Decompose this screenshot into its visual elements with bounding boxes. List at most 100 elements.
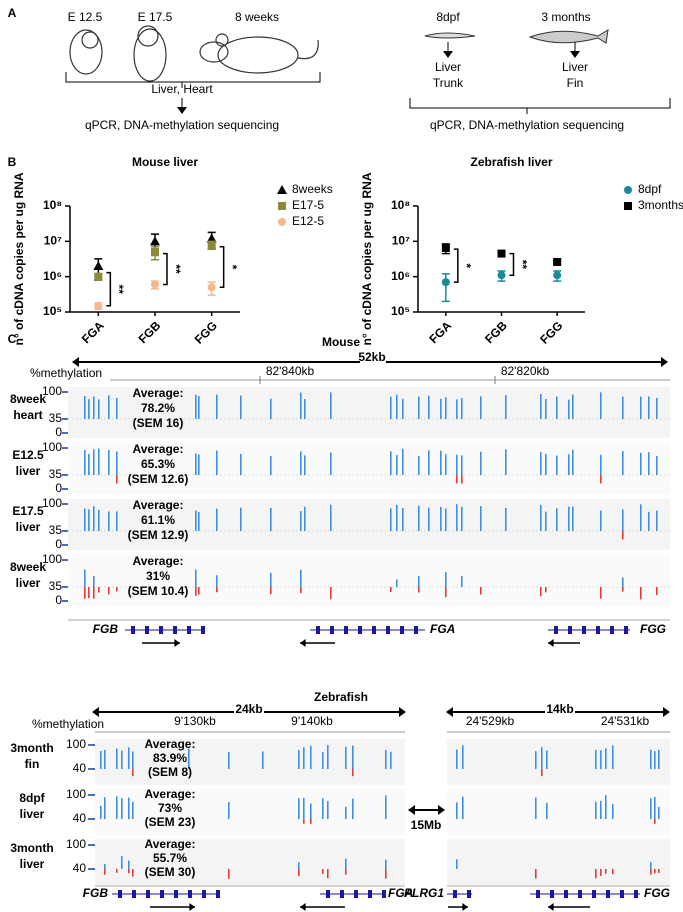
methylation-bar (121, 798, 123, 819)
methylation-bar (622, 451, 624, 475)
legend-marker (624, 202, 632, 210)
data-point (150, 236, 160, 246)
unmethylation-bar (108, 587, 110, 595)
average-label: 61.1% (141, 513, 175, 527)
methylation-bar (198, 511, 200, 531)
unmethylation-bar (418, 587, 420, 593)
exon (146, 890, 150, 898)
unmethylation-bar (595, 869, 597, 879)
methylation-bar (622, 396, 624, 419)
track-name: E17.5 (12, 504, 44, 518)
methylation-bar (461, 576, 463, 587)
track-unit: %methylation (32, 717, 104, 731)
significance-label: ** (169, 264, 183, 274)
methylation-bar (128, 860, 130, 869)
gene-label: PLRG1 (404, 886, 444, 900)
methylation-bar (440, 506, 442, 531)
methylation-bar (310, 745, 312, 769)
span-label-bg (360, 351, 386, 364)
methylation-bar (480, 451, 482, 475)
methylation-bar (540, 504, 542, 531)
methylation-bar (345, 806, 347, 819)
track-name: 3month (10, 841, 53, 855)
exon (620, 890, 624, 898)
methylation-bar (600, 510, 602, 531)
stage-label: 8 weeks (235, 10, 279, 24)
legend-label: 8dpf (638, 182, 662, 196)
tissue-label: Liver (435, 60, 461, 74)
methylation-bar (330, 392, 332, 419)
methylation-bar (445, 454, 447, 475)
track-name: fin (25, 757, 40, 771)
span-label-bg (234, 704, 264, 718)
exon (188, 890, 192, 898)
methylation-bar (108, 511, 110, 531)
methylation-bar (545, 453, 547, 475)
methylation-bar (545, 511, 547, 531)
larva-illustration (424, 32, 476, 39)
strand-arrow-head (462, 903, 468, 911)
scale-label: 100 (42, 384, 62, 398)
data-point (94, 301, 103, 310)
methylation-bar (108, 450, 110, 475)
pup-illustration (137, 25, 159, 47)
unmethylation-bar (654, 869, 656, 874)
y-tick-label: 10⁵ (43, 304, 62, 318)
track-name: 3month (10, 741, 53, 755)
unmethylation-bar (456, 475, 458, 484)
methylation-bar (505, 449, 507, 475)
unmethylation-bar (640, 587, 642, 600)
average-label: (SEM 10.4) (128, 584, 189, 598)
average-label: Average: (133, 386, 184, 400)
methylation-bar (304, 399, 306, 419)
gap-arrow-head (408, 805, 415, 815)
significance-bracket (219, 246, 225, 289)
x-tick-label: FGB (136, 318, 164, 346)
exon (536, 890, 540, 898)
track-bg (95, 789, 405, 835)
scale-label: 35 (49, 579, 63, 593)
average-label: Average: (145, 837, 196, 851)
methylation-bar (568, 399, 570, 419)
panel-label: A (8, 6, 17, 20)
methylation-bar (303, 797, 305, 819)
span-arrow-head (663, 707, 670, 717)
methylation-bar (445, 397, 447, 419)
section-title: Mouse (322, 335, 360, 349)
track-name: heart (13, 408, 42, 422)
methylation-bar (456, 802, 458, 819)
x-tick-label: FGG (192, 318, 220, 346)
scale-label: 0 (55, 481, 62, 495)
methylation-bar (605, 748, 607, 769)
unmethylation-bar (622, 531, 624, 540)
methylation-bar (303, 747, 305, 769)
unmethylation-bar (132, 769, 134, 777)
track-name: liver (20, 807, 45, 821)
exon (358, 626, 362, 634)
scale-label: 0 (55, 537, 62, 551)
methylation-bar (216, 575, 218, 587)
bracket (409, 98, 671, 114)
methylation-bar (93, 449, 95, 475)
unmethylation-bar (605, 869, 607, 874)
methylation-bar (545, 398, 547, 419)
track-name: liver (16, 576, 41, 590)
methylation-bar (540, 393, 542, 419)
methylation-bar (228, 752, 230, 769)
embryo-illustration (81, 31, 99, 49)
track-name: E12.5 (12, 448, 44, 462)
strand-arrow-head (189, 903, 195, 911)
methylation-bar (327, 801, 329, 819)
methylation-bar (84, 396, 86, 419)
strand-arrow-head (548, 639, 554, 647)
exon (372, 626, 376, 634)
methylation-bar (298, 798, 300, 819)
track-name: liver (20, 857, 45, 871)
data-point (207, 283, 216, 292)
coordinate-label: 9'130kb (174, 714, 216, 728)
methylation-bar (540, 452, 542, 475)
exon (326, 890, 330, 898)
unmethylation-bar (445, 587, 447, 598)
mouse-illustration (217, 36, 299, 74)
methylation-bar (640, 396, 642, 419)
